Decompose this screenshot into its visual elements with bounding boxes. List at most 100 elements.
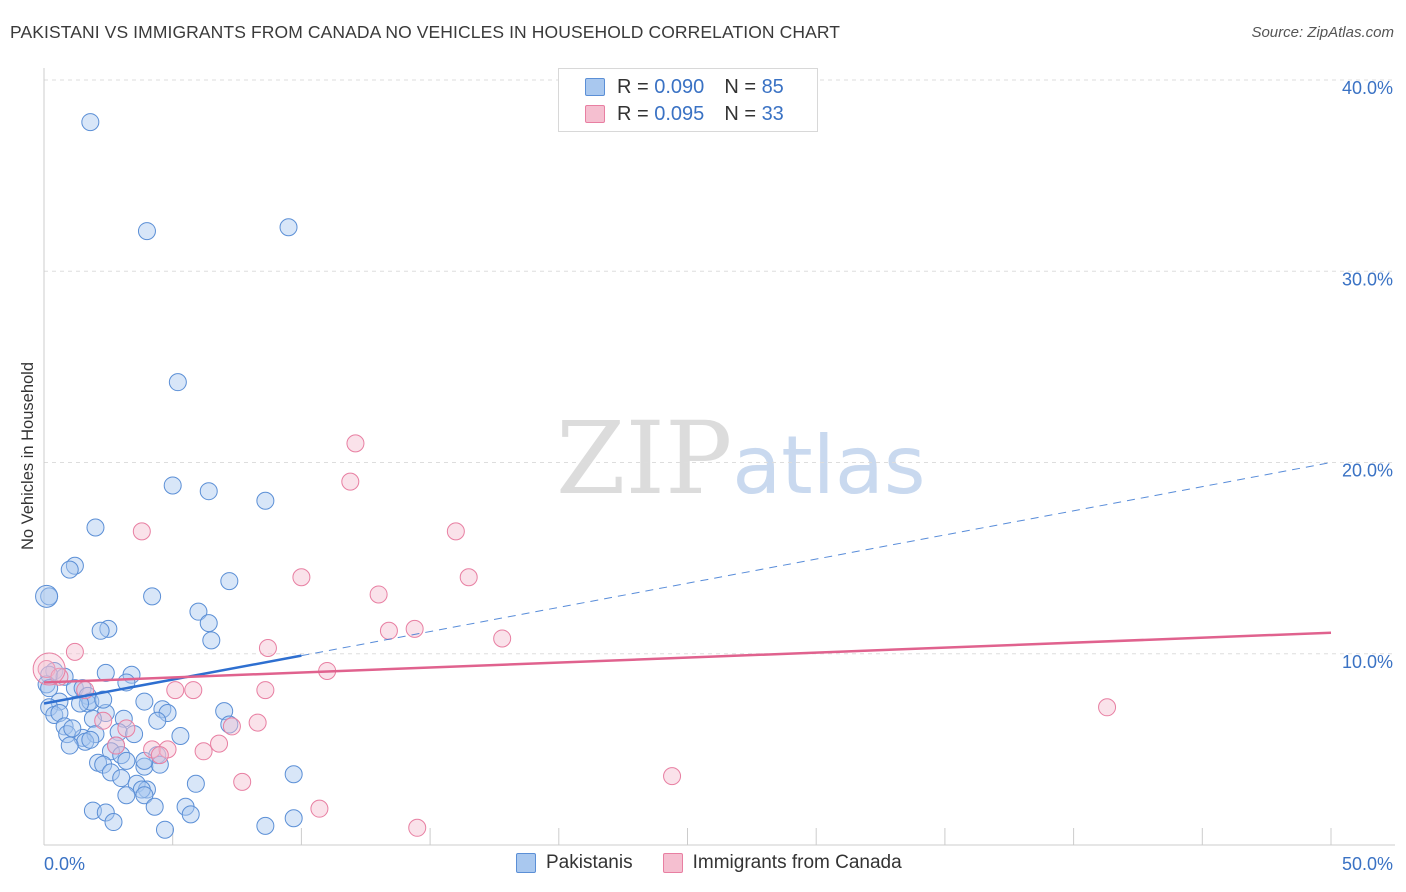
legend-swatch-pink	[585, 105, 605, 123]
point-pakistanis	[284, 809, 303, 828]
point-immigrants-from-canada	[233, 772, 252, 791]
correlation-legend: R = 0.090 N = 85 R = 0.095 N = 33	[558, 68, 818, 132]
point-pakistanis	[112, 769, 131, 788]
point-pakistanis	[101, 763, 120, 782]
point-pakistanis	[60, 560, 79, 579]
point-pakistanis	[104, 813, 123, 832]
legend-label-pakistanis: Pakistanis	[546, 852, 633, 873]
grid-lines	[44, 79, 1395, 655]
point-immigrants-from-canada	[166, 681, 185, 700]
point-pakistanis	[81, 730, 100, 749]
legend-n-value: 33	[761, 102, 784, 125]
point-pakistanis	[60, 736, 79, 755]
point-immigrants-from-canada	[65, 642, 84, 661]
point-pakistanis	[155, 820, 174, 839]
point-pakistanis	[186, 774, 205, 793]
point-pakistanis	[284, 765, 303, 784]
point-pakistanis	[199, 614, 218, 633]
point-pakistanis	[112, 746, 131, 765]
legend-row-pakistanis: R = 0.090 N = 85	[585, 74, 784, 100]
y-tick-label: 40.0%	[1342, 78, 1393, 98]
point-pakistanis	[145, 797, 164, 816]
point-immigrants-from-canada	[117, 719, 136, 738]
point-immigrants-from-canada	[446, 522, 465, 541]
y-axis-label: No Vehicles in Household	[19, 362, 37, 550]
trendline-pakistanis-dashed	[301, 462, 1332, 657]
point-pakistanis	[101, 742, 120, 761]
chart-title: PAKISTANI VS IMMIGRANTS FROM CANADA NO V…	[10, 22, 841, 42]
point-immigrants-from-canada	[222, 717, 241, 736]
point-immigrants-from-canada	[258, 639, 277, 658]
point-pakistanis	[94, 755, 113, 774]
point-immigrants-from-canada	[292, 568, 311, 587]
y-tick-label: 20.0%	[1342, 461, 1393, 481]
point-immigrants-from-canada	[32, 652, 66, 686]
point-pakistanis	[135, 786, 154, 805]
point-pakistanis	[96, 663, 115, 682]
point-pakistanis	[256, 491, 275, 510]
trendline-pakistanis	[43, 654, 302, 705]
point-immigrants-from-canada	[1098, 698, 1117, 717]
legend-r-label: R =	[617, 102, 649, 125]
point-immigrants-from-canada	[248, 713, 267, 732]
point-pakistanis	[148, 711, 167, 730]
point-pakistanis	[181, 805, 200, 824]
point-pakistanis	[150, 755, 169, 774]
point-immigrants-from-canada	[346, 434, 365, 453]
source-label: Source: ZipAtlas.com	[1251, 24, 1394, 41]
point-pakistanis	[215, 702, 234, 721]
watermark-zip: ZIP	[556, 400, 733, 517]
point-pakistanis	[279, 218, 298, 237]
legend-r-label: R =	[617, 75, 649, 98]
point-immigrants-from-canada	[408, 818, 427, 837]
point-pakistanis	[135, 757, 154, 776]
legend-item-immigrants-from-canada: Immigrants from Canada	[662, 852, 902, 874]
y-tick-label: 10.0%	[1342, 652, 1393, 672]
point-immigrants-from-canada	[493, 629, 512, 648]
series-legend: Pakistanis Immigrants from Canada	[516, 852, 932, 874]
point-immigrants-from-canada	[256, 681, 275, 700]
point-pakistanis	[199, 482, 218, 501]
point-pakistanis	[143, 587, 162, 606]
point-pakistanis	[158, 704, 177, 723]
point-pakistanis	[99, 619, 118, 638]
legend-item-pakistanis: Pakistanis	[516, 852, 633, 874]
legend-n-value: 85	[761, 75, 784, 98]
point-pakistanis	[117, 786, 136, 805]
trend-lines	[43, 462, 1332, 705]
point-immigrants-from-canada	[210, 734, 229, 753]
legend-r-value: 0.090	[654, 75, 705, 98]
point-immigrants-from-canada	[379, 621, 398, 640]
point-pakistanis	[189, 602, 208, 621]
point-pakistanis	[81, 113, 100, 132]
point-pakistanis	[117, 751, 136, 770]
point-immigrants-from-canada	[107, 736, 126, 755]
point-pakistanis	[256, 816, 275, 835]
point-pakistanis	[35, 584, 59, 608]
point-pakistanis	[86, 518, 105, 537]
point-immigrants-from-canada	[150, 746, 169, 765]
point-pakistanis	[50, 704, 69, 723]
point-immigrants-from-canada	[194, 742, 213, 761]
watermark-logo: ZIPatlas	[556, 400, 926, 517]
point-immigrants-from-canada	[184, 681, 203, 700]
x-tick-label: 50.0%	[1342, 854, 1393, 874]
point-pakistanis	[135, 692, 154, 711]
point-pakistanis	[40, 679, 59, 698]
point-pakistanis	[94, 690, 113, 709]
point-pakistanis	[91, 621, 110, 640]
point-pakistanis	[220, 715, 239, 734]
point-immigrants-from-canada	[132, 522, 151, 541]
series-pakistanis	[35, 113, 303, 839]
point-pakistanis	[168, 373, 187, 392]
legend-row-immigrants: R = 0.095 N = 33	[585, 101, 784, 127]
watermark-atlas: atlas	[732, 419, 926, 512]
legend-swatch-blue	[585, 78, 605, 96]
point-pakistanis	[96, 803, 115, 822]
point-pakistanis	[86, 725, 105, 744]
y-tick-label: 30.0%	[1342, 269, 1393, 289]
tick-labels: 10.0% 20.0% 30.0% 40.0% 0.0% 50.0%	[44, 78, 1393, 874]
point-immigrants-from-canada	[310, 799, 329, 818]
legend-r-value: 0.095	[654, 102, 705, 125]
